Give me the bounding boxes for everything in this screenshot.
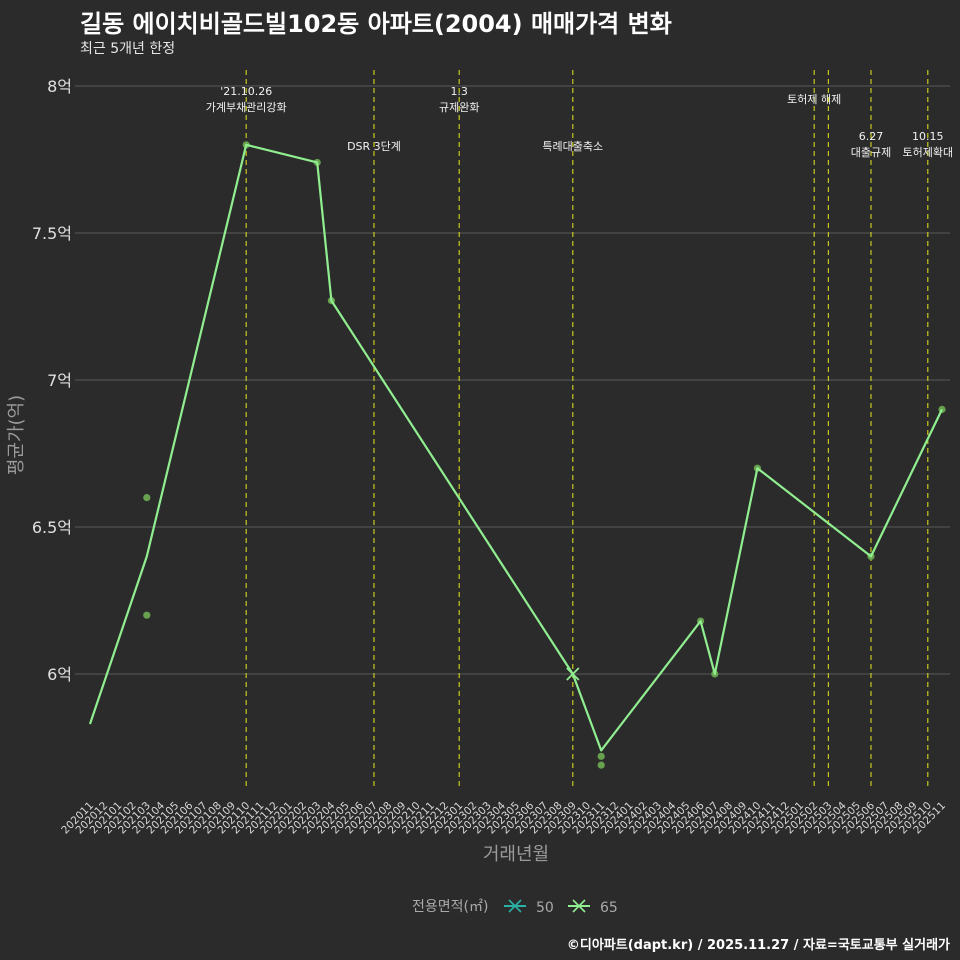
y-tick-label: 8억 <box>47 77 72 96</box>
y-tick-label: 7억 <box>47 371 72 390</box>
legend-label: 65 <box>600 900 618 916</box>
legend-key-marker <box>572 899 586 913</box>
event-label: 1.3 <box>450 85 468 98</box>
data-point <box>597 752 605 760</box>
series-layer <box>88 141 946 769</box>
event-label: 10.15 <box>912 130 944 143</box>
x-axis-ticks: 2020112020122021012021022021032021042021… <box>59 799 948 836</box>
event-label: 대출규제 <box>851 146 891 159</box>
chart-subtitle: 최근 5개년 한정 <box>80 41 176 57</box>
series-line-65 <box>88 143 943 752</box>
y-tick-label: 6억 <box>47 665 72 684</box>
y-tick-label: 6.5억 <box>32 518 72 537</box>
credit-text: ©디아파트(dapt.kr) / 2025.11.27 / 자료=국토교통부 실… <box>566 938 950 953</box>
y-axis-ticks: 6억 6.5억 7억 7.5억 8억 <box>32 77 72 684</box>
event-label: 가계부채관리강화 <box>206 101 287 114</box>
y-tick-label: 7.5억 <box>32 224 72 243</box>
legend[interactable]: 전용면적(㎡) 50 65 <box>412 899 618 916</box>
y-axis-label: 평균가(억) <box>6 395 27 475</box>
event-label: '21.10.26 <box>220 85 272 98</box>
event-label: 6.27 <box>859 130 884 143</box>
chart-title: 길동 에이치비골드빌102동 아파트(2004) 매매가격 변화 <box>80 10 672 38</box>
x-axis-label: 거래년월 <box>483 844 549 865</box>
event-label: 토허제확대 <box>902 146 953 159</box>
legend-key-marker <box>508 899 522 913</box>
event-label: 규제완화 <box>439 101 479 114</box>
data-point <box>143 611 151 619</box>
legend-title: 전용면적(㎡) <box>412 899 488 915</box>
legend-label: 50 <box>536 900 554 916</box>
event-label: 토허제 해제 <box>787 92 841 106</box>
event-label: 특례대출축소 <box>542 140 603 153</box>
event-label: DSR 3단계 <box>347 140 401 153</box>
data-point <box>143 494 151 502</box>
data-point <box>597 761 605 769</box>
cross-marker <box>566 667 580 681</box>
grid-lines <box>75 85 950 675</box>
